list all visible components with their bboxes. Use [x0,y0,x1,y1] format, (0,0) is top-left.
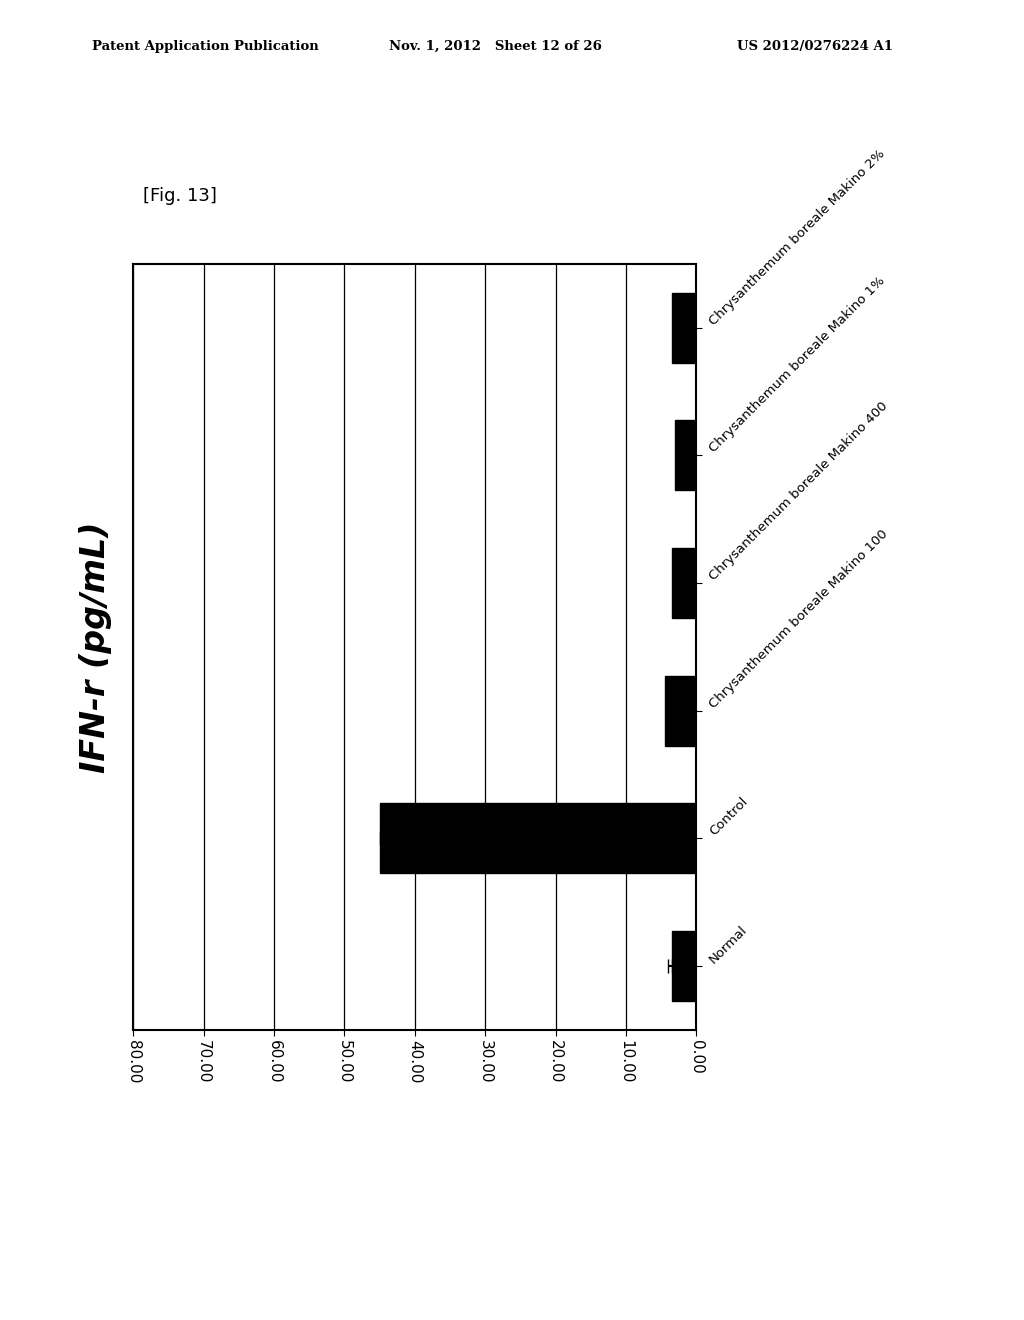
Bar [675,420,696,491]
Bar [380,803,696,874]
Text: US 2012/0276224 A1: US 2012/0276224 A1 [737,40,893,53]
Bar [672,931,696,1001]
Bar [672,548,696,618]
Bar [672,293,696,363]
Bar [665,676,696,746]
Y-axis label: IFN-r (pg/mL): IFN-r (pg/mL) [79,521,113,772]
Text: Patent Application Publication: Patent Application Publication [92,40,318,53]
Text: [Fig. 13]: [Fig. 13] [143,187,217,206]
Text: Nov. 1, 2012   Sheet 12 of 26: Nov. 1, 2012 Sheet 12 of 26 [389,40,602,53]
